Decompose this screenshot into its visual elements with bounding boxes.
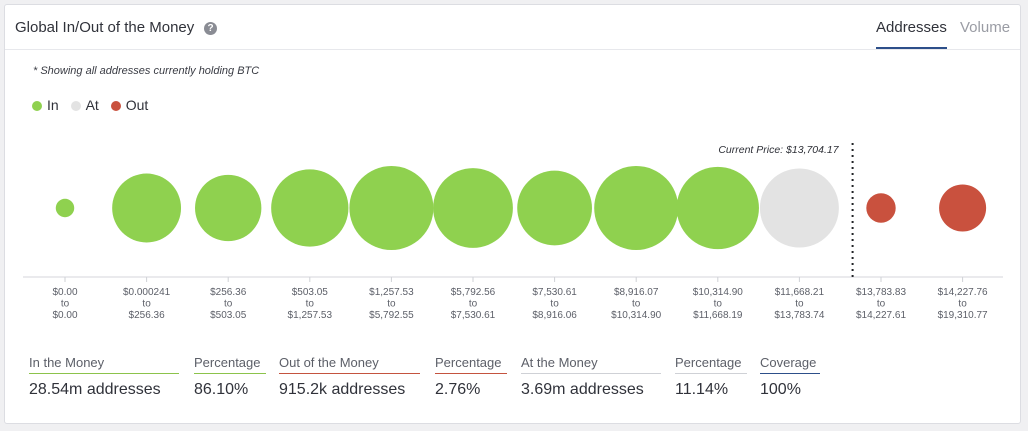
current-price-label: Current Price: $13,704.17 [718, 144, 839, 156]
stat-label: Percentage [675, 355, 747, 374]
stat-value: 3.69m addresses [521, 381, 644, 398]
stat-value: 28.54m addresses [29, 381, 161, 398]
legend-label-in: In [47, 97, 59, 113]
x-tick-label: $0.000241 [123, 287, 171, 298]
tab-volume[interactable]: Volume [960, 19, 1011, 36]
bubble-in[interactable] [349, 166, 434, 250]
x-tick-label: to [877, 299, 886, 310]
x-tick-label: to [632, 299, 641, 310]
legend-dot-out [110, 101, 121, 111]
bubble-in[interactable] [195, 174, 262, 242]
stat-out-of-the-money: Out of the Money 915.2k addresses [279, 355, 420, 399]
legend-item-in[interactable]: In [32, 97, 59, 113]
x-tick-label: $1,257.53 [369, 287, 414, 298]
stat-at-percentage: Percentage 11.14% [675, 355, 747, 399]
stat-label: Out of the Money [279, 355, 420, 374]
legend-label-at: At [85, 97, 99, 113]
help-icon[interactable]: ? [204, 22, 217, 35]
legend-item-out[interactable]: Out [110, 97, 149, 113]
stat-value: 915.2k addresses [279, 381, 406, 398]
stat-value: 86.10% [194, 381, 249, 398]
bubble-in[interactable] [676, 166, 759, 250]
x-tick-label: $14,227.61 [856, 310, 906, 321]
bubble-out[interactable] [866, 193, 896, 223]
bubble-in[interactable] [271, 169, 349, 247]
x-tick-label: $8,916.06 [532, 310, 577, 321]
x-tick-label: to [795, 299, 804, 310]
bubble-in[interactable] [433, 168, 513, 248]
bubble-in[interactable] [594, 166, 679, 250]
x-tick-label: to [224, 299, 233, 310]
x-tick-label: $11,668.19 [693, 310, 743, 321]
x-tick-label: $14,227.76 [938, 287, 988, 298]
legend-label-out: Out [125, 97, 149, 113]
chart-legend: In At Out [32, 97, 156, 113]
x-tick-label: $10,314.90 [611, 310, 661, 321]
x-tick-label: $7,530.61 [451, 310, 496, 321]
x-tick-label: $503.05 [210, 310, 247, 321]
x-tick-label: $256.36 [210, 287, 247, 298]
stat-at-the-money: At the Money 3.69m addresses [521, 355, 661, 399]
x-tick-label: $1,257.53 [288, 310, 333, 321]
x-tick-label: to [550, 299, 559, 310]
stat-in-the-money: In the Money 28.54m addresses [29, 355, 179, 399]
bubble-out[interactable] [939, 184, 987, 232]
in-out-money-card: Global In/Out of the Money ? Addresses V… [4, 4, 1021, 424]
x-tick-label: $256.36 [129, 310, 166, 321]
x-tick-label: to [142, 299, 151, 310]
x-tick-label: $8,916.07 [614, 287, 659, 298]
x-tick-label: $503.05 [292, 287, 329, 298]
stat-coverage: Coverage 100% [760, 355, 820, 399]
legend-dot-in [32, 101, 42, 111]
x-tick-label: to [387, 299, 396, 310]
stat-label: At the Money [521, 355, 661, 374]
bubble-at[interactable] [759, 168, 839, 248]
card-title: Global In/Out of the Money [15, 19, 195, 36]
x-tick-label: to [61, 299, 70, 310]
bubble-in[interactable] [112, 173, 182, 243]
card-header: Global In/Out of the Money ? Addresses V… [5, 5, 1020, 50]
x-tick-label: $7,530.61 [532, 287, 577, 298]
x-tick-label: to [469, 299, 478, 310]
x-tick-label: $13,783.74 [774, 310, 824, 321]
x-tick-label: $0.00 [52, 310, 77, 321]
tab-addresses[interactable]: Addresses [876, 19, 947, 49]
stat-value: 100% [760, 381, 801, 398]
x-tick-label: to [958, 299, 967, 310]
stat-value: 2.76% [435, 381, 481, 398]
stat-label: Percentage [194, 355, 266, 374]
x-tick-label: to [306, 299, 315, 310]
x-tick-label: $0.00 [52, 287, 77, 298]
chart-note: * Showing all addresses currently holdin… [33, 65, 260, 77]
x-tick-label: to [714, 299, 723, 310]
stat-label: Coverage [760, 355, 820, 374]
x-tick-label: $13,783.83 [856, 287, 906, 298]
bubble-in[interactable] [55, 198, 75, 218]
legend-item-at[interactable]: At [70, 97, 99, 113]
stat-label: Percentage [435, 355, 507, 374]
x-tick-label: $11,668.21 [775, 287, 825, 298]
x-tick-label: $10,314.90 [693, 287, 743, 298]
x-tick-label: $5,792.56 [451, 287, 496, 298]
stat-out-percentage: Percentage 2.76% [435, 355, 507, 399]
bubble-chart: $0.00to$0.00$0.000241to$256.36$256.36to$… [23, 143, 1003, 321]
bubble-in[interactable] [517, 170, 592, 246]
stat-in-percentage: Percentage 86.10% [194, 355, 266, 399]
legend-dot-at [70, 101, 81, 111]
x-tick-label: $19,310.77 [938, 310, 988, 321]
stat-value: 11.14% [675, 381, 729, 398]
stat-label: In the Money [29, 355, 179, 374]
x-tick-label: $5,792.55 [369, 310, 414, 321]
